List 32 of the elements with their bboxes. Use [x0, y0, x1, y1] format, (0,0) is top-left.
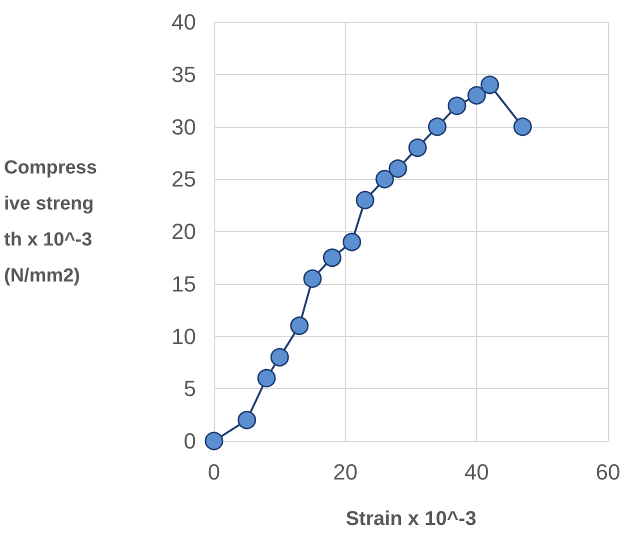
point [257, 368, 276, 388]
point [388, 159, 408, 178]
point [376, 170, 394, 188]
y-tick-label: 0 [184, 428, 196, 454]
y-tick-label: 15 [172, 271, 196, 296]
point [238, 410, 256, 430]
y-axis-title: Compressive strength x 10^-3 (N/mm2) [4, 158, 98, 286]
y-tick-label: 5 [184, 376, 196, 402]
y-tick-label: 20 [172, 219, 196, 244]
point [204, 432, 224, 450]
point [342, 232, 362, 252]
y-tick-label: 10 [172, 324, 196, 349]
point [303, 269, 322, 288]
x-tick-label: 60 [596, 460, 620, 484]
point [467, 86, 486, 105]
x-tick-label: 20 [333, 460, 358, 484]
x-tick-label: 0 [208, 460, 220, 484]
point [428, 118, 447, 136]
point [513, 118, 532, 136]
point [480, 76, 500, 94]
point [322, 248, 342, 267]
point [448, 96, 466, 116]
y-tick-label: 30 [172, 114, 196, 140]
point [270, 348, 289, 366]
y-tick-label: 35 [172, 62, 196, 87]
y-tick-label: 40 [172, 10, 196, 34]
x-axis-title: Strain x 10^-3 [346, 508, 476, 530]
point [356, 190, 374, 210]
x-tick-label: 40 [464, 460, 489, 484]
point [408, 138, 427, 157]
y-tick-label: 25 [172, 166, 196, 192]
point [290, 316, 309, 336]
